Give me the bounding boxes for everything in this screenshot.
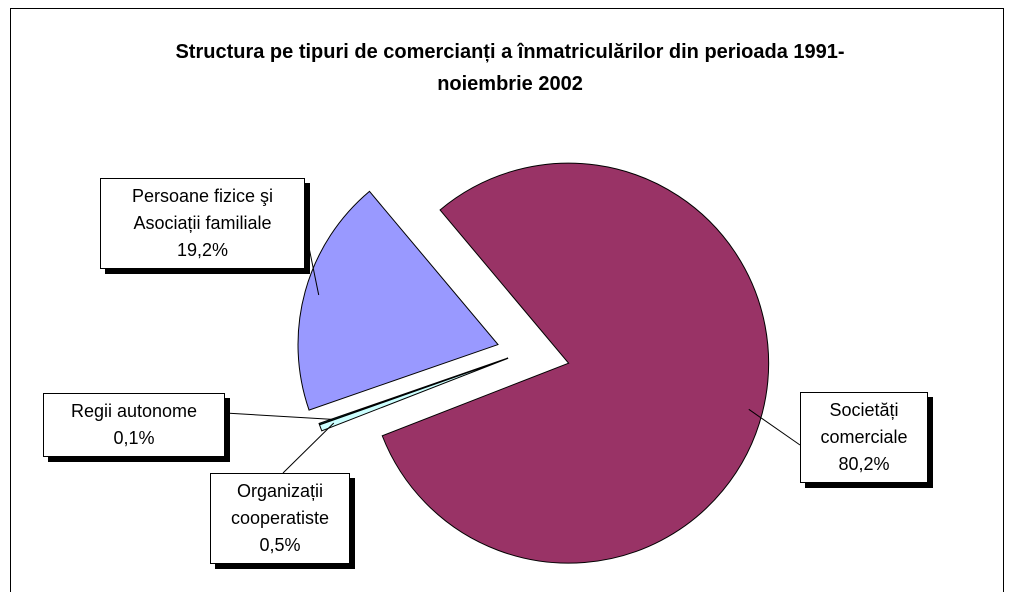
label-name: Organizații cooperatiste — [230, 481, 330, 528]
pie-slice — [318, 357, 509, 426]
chart-title: Structura pe tipuri de comercianți a înm… — [175, 41, 845, 95]
data-label: Regii autonome 0,1% — [43, 393, 225, 457]
leader-line — [282, 422, 335, 474]
leader-line — [224, 412, 333, 420]
pie-slice — [297, 190, 499, 411]
leader-line — [748, 408, 801, 446]
data-label: Societăți comerciale 80,2% — [800, 392, 928, 483]
label-value: 19,2% — [176, 240, 229, 260]
data-label: Organizații cooperatiste 0,5% — [210, 473, 350, 564]
label-value: 80,2% — [838, 454, 890, 474]
leader-line — [304, 227, 320, 296]
pie-slice — [381, 162, 770, 564]
label-name: Regii autonome — [70, 401, 198, 421]
label-value: 0,1% — [113, 428, 155, 448]
data-label: Persoane fizice şi Asociații familiale 19… — [100, 178, 305, 269]
chart-frame — [10, 8, 1004, 592]
label-name: Persoane fizice şi Asociații familiale — [131, 186, 274, 233]
label-value: 0,5% — [259, 535, 301, 555]
label-name: Societăți comerciale — [820, 400, 908, 447]
